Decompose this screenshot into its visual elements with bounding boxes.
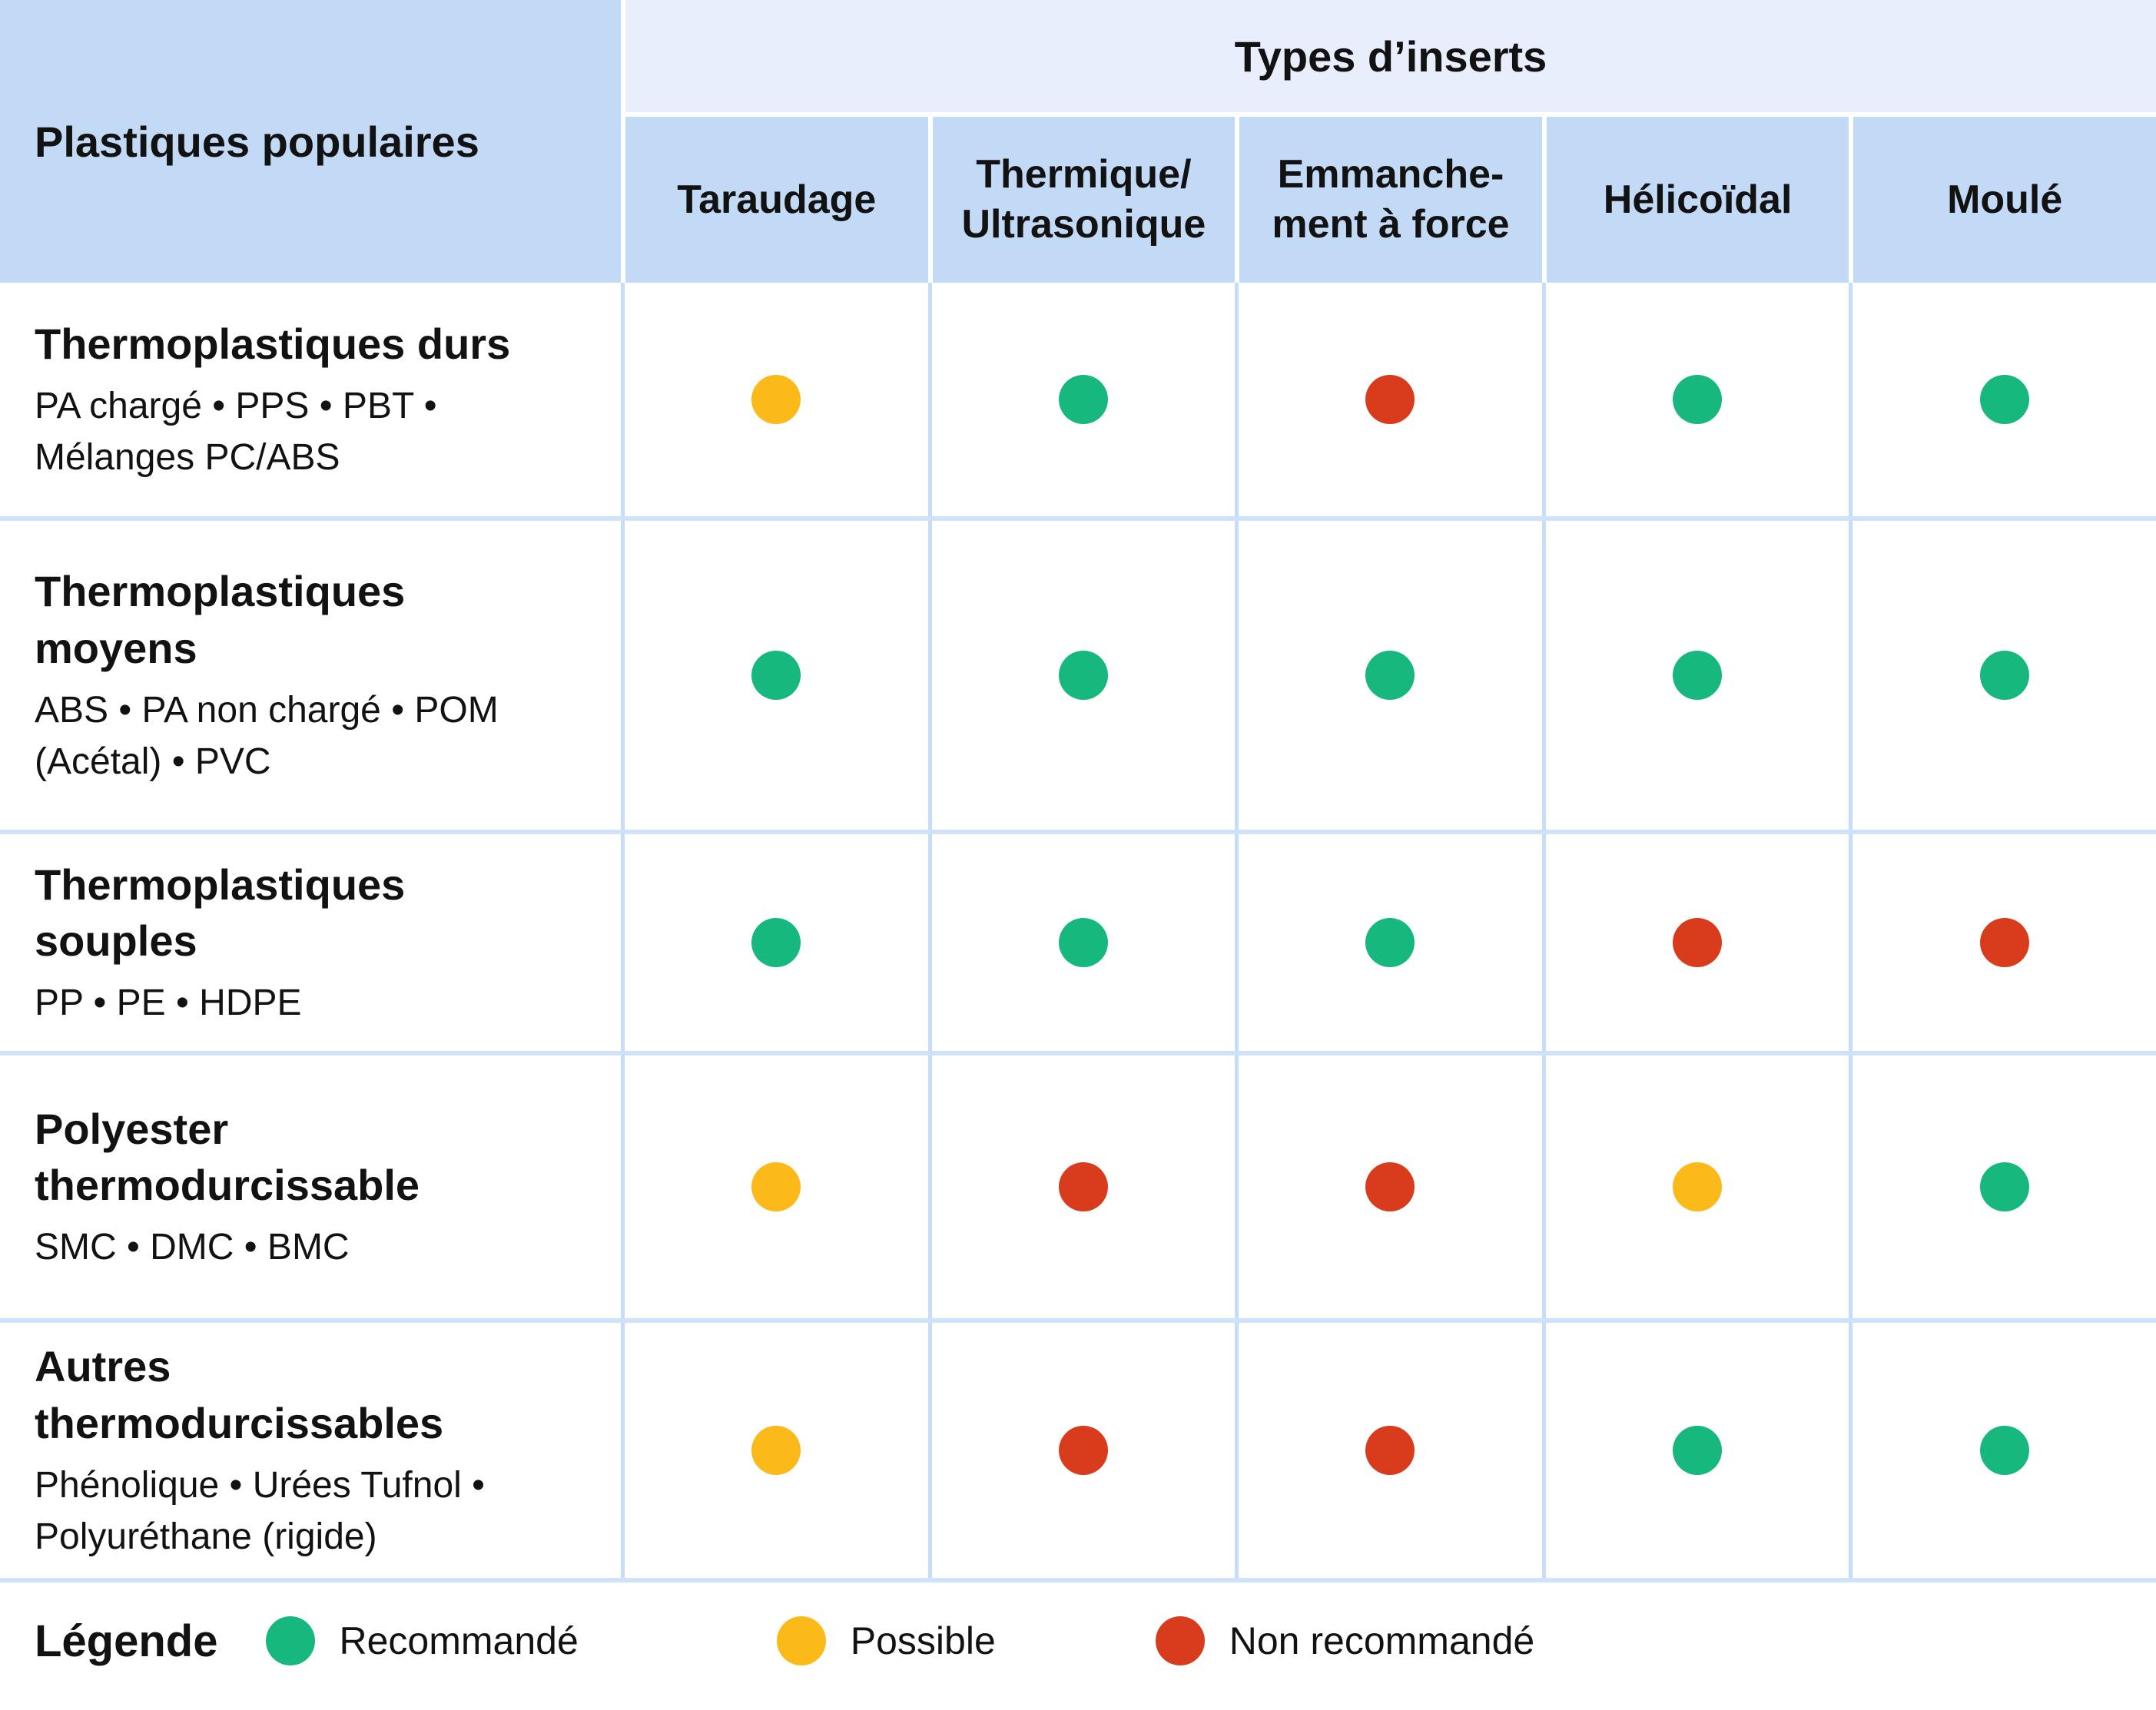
row-subtitle: PA chargé • PPS • PBT • Mélanges PC/ABS (35, 385, 437, 478)
status-dot (751, 1426, 801, 1475)
row-title: Autres thermodurcissables (35, 1341, 444, 1447)
legend-title: Légende (35, 1616, 218, 1666)
legend-item-possible: Possible (776, 1616, 996, 1665)
status-dot (1673, 1162, 1723, 1211)
cell-autres-moule (1849, 1323, 2156, 1578)
cell-souples-moule (1849, 834, 2156, 1051)
status-dot (1365, 651, 1415, 700)
cell-autres-emmanchement (1235, 1323, 1542, 1578)
cell-moyens-taraudage (621, 521, 928, 830)
cell-moyens-helicoidal (1541, 521, 1849, 830)
status-dot (751, 651, 801, 700)
cell-moyens-emmanchement (1235, 521, 1542, 830)
status-dot (1058, 918, 1108, 967)
header-right: Types d’inserts Taraudage Thermique/ Ult… (625, 0, 2156, 283)
cell-souples-taraudage (621, 834, 928, 1051)
status-dot (1058, 1426, 1108, 1475)
cell-souples-thermique (927, 834, 1236, 1051)
cell-moyens-thermique (927, 521, 1236, 830)
corner-header-cell: Plastiques populaires (0, 0, 621, 283)
row-title: Thermoplastiques moyens (35, 566, 406, 672)
cell-durs-helicoidal (1541, 283, 1849, 516)
row-subtitle: ABS • PA non chargé • POM (Acétal) • PVC (35, 689, 499, 782)
status-dot (1058, 375, 1108, 424)
table-row-polyester-thermodurcissable: Polyester thermodurcissable SMC • DMC • … (0, 1055, 2156, 1323)
table-row-thermoplastiques-moyens: Thermoplastiques moyens ABS • PA non cha… (0, 521, 2156, 834)
column-header-emmanchement-a-force: Emmanche- ment à force (1239, 117, 1542, 283)
cell-durs-moule (1849, 283, 2156, 516)
status-dot (1979, 375, 2029, 424)
row-label-cell: Thermoplastiques durs PA chargé • PPS • … (0, 283, 621, 516)
cell-autres-thermique (927, 1323, 1236, 1578)
legend: Légende Recommandé Possible Non recomman… (0, 1582, 2156, 1710)
row-label-cell: Polyester thermodurcissable SMC • DMC • … (0, 1055, 621, 1318)
status-dot (1365, 1426, 1415, 1475)
possible-dot-icon (776, 1616, 826, 1665)
legend-label: Non recommandé (1229, 1619, 1535, 1662)
status-dot (751, 375, 801, 424)
column-headers: Taraudage Thermique/ Ultrasonique Emmanc… (625, 117, 2156, 283)
row-subtitle: PP • PE • HDPE (35, 983, 302, 1024)
cell-durs-thermique (927, 283, 1236, 516)
status-dot (1979, 651, 2029, 700)
corner-header-label: Plastiques populaires (35, 117, 479, 166)
column-header-helicoidal: Hélicoïdal (1546, 117, 1849, 283)
column-header-taraudage: Taraudage (625, 117, 928, 283)
legend-label: Recommandé (339, 1619, 579, 1662)
status-dot (1979, 918, 2029, 967)
legend-label: Possible (850, 1619, 996, 1662)
row-subtitle: Phénolique • Urées Tufnol • Polyuréthane… (35, 1464, 485, 1557)
status-dot (1673, 918, 1723, 967)
table-row-autres-thermodurcissables: Autres thermodurcissables Phénolique • U… (0, 1323, 2156, 1582)
row-label-cell: Thermoplastiques moyens ABS • PA non cha… (0, 521, 621, 830)
cell-souples-emmanchement (1235, 834, 1542, 1051)
cell-souples-helicoidal (1541, 834, 1849, 1051)
status-dot (751, 1162, 801, 1211)
status-dot (1058, 651, 1108, 700)
row-label-cell: Thermoplastiques souples PP • PE • HDPE (0, 834, 621, 1051)
group-header-band: Types d’inserts (625, 0, 2156, 112)
cell-durs-emmanchement (1235, 283, 1542, 516)
row-label-cell: Autres thermodurcissables Phénolique • U… (0, 1323, 621, 1578)
cell-moyens-moule (1849, 521, 2156, 830)
legend-item-non-recommande: Non recommandé (1155, 1616, 1535, 1665)
cell-durs-taraudage (621, 283, 928, 516)
cell-polyester-moule (1849, 1055, 2156, 1318)
status-dot (1673, 375, 1723, 424)
status-dot (1979, 1426, 2029, 1475)
status-dot (1673, 651, 1723, 700)
row-title: Thermoplastiques durs (35, 319, 511, 368)
cell-polyester-taraudage (621, 1055, 928, 1318)
table-row-thermoplastiques-durs: Thermoplastiques durs PA chargé • PPS • … (0, 283, 2156, 521)
table-row-thermoplastiques-souples: Thermoplastiques souples PP • PE • HDPE (0, 834, 2156, 1055)
status-dot (1673, 1426, 1723, 1475)
status-dot (1365, 375, 1415, 424)
status-dot (1979, 1162, 2029, 1211)
status-dot (1058, 1162, 1108, 1211)
column-header-moule: Moulé (1853, 117, 2156, 283)
column-header-thermique-ultrasonique: Thermique/ Ultrasonique (932, 117, 1236, 283)
cell-polyester-emmanchement (1235, 1055, 1542, 1318)
status-dot (1365, 918, 1415, 967)
status-dot (751, 918, 801, 967)
status-dot (1365, 1162, 1415, 1211)
not-recommended-dot-icon (1155, 1616, 1205, 1665)
recommended-dot-icon (265, 1616, 315, 1665)
cell-polyester-thermique (927, 1055, 1236, 1318)
row-subtitle: SMC • DMC • BMC (35, 1227, 350, 1268)
row-title: Thermoplastiques souples (35, 860, 406, 966)
cell-autres-helicoidal (1541, 1323, 1849, 1578)
group-header-label: Types d’inserts (1234, 31, 1547, 81)
legend-item-recommended: Recommandé (265, 1616, 579, 1665)
row-title: Polyester thermodurcissable (35, 1104, 420, 1210)
cell-autres-taraudage (621, 1323, 928, 1578)
cell-polyester-helicoidal (1541, 1055, 1849, 1318)
table-header: Plastiques populaires Types d’inserts Ta… (0, 0, 2156, 283)
